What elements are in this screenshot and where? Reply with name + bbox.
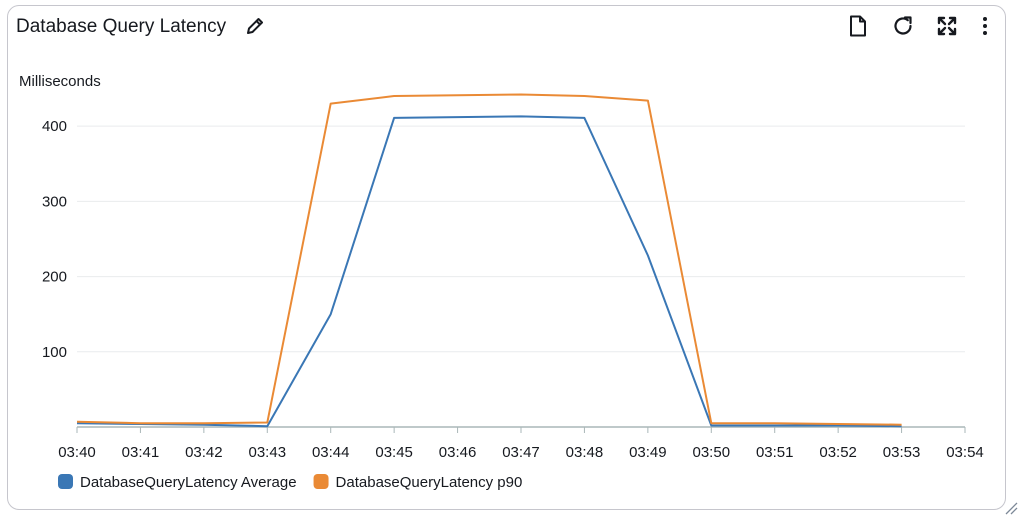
- legend-swatch-p90[interactable]: [313, 474, 329, 489]
- more-vertical-icon[interactable]: [973, 14, 997, 38]
- y-tick-label: 400: [42, 118, 67, 135]
- x-tick-label: 03:51: [756, 444, 794, 461]
- y-axis-unit-label: Milliseconds: [19, 73, 101, 90]
- x-tick-label: 03:44: [312, 444, 350, 461]
- x-tick-label: 03:42: [185, 444, 223, 461]
- x-tick-label: 03:50: [693, 444, 731, 461]
- x-tick-label: 03:43: [249, 444, 287, 461]
- file-icon[interactable]: [846, 14, 870, 38]
- y-tick-label: 200: [42, 269, 67, 286]
- widget-title: Database Query Latency: [16, 16, 227, 37]
- legend-swatch-average[interactable]: [58, 474, 73, 489]
- series-line-p90: [76, 93, 902, 426]
- x-tick-label: 03:40: [58, 444, 96, 461]
- refresh-icon[interactable]: [891, 14, 915, 38]
- series-line-average: [76, 115, 902, 428]
- x-tick-label: 03:48: [566, 444, 604, 461]
- y-tick-label: 100: [42, 344, 67, 361]
- x-tick-label: 03:47: [502, 444, 540, 461]
- expand-icon[interactable]: [935, 14, 959, 38]
- x-tick-label: 03:46: [439, 444, 477, 461]
- x-tick-label: 03:53: [883, 444, 921, 461]
- x-tick-label: 03:54: [946, 444, 984, 461]
- resize-grip-icon[interactable]: [1004, 501, 1018, 515]
- y-tick-label: 300: [42, 193, 67, 210]
- x-tick-label: 03:41: [122, 444, 160, 461]
- legend-label-p90[interactable]: DatabaseQueryLatency p90: [336, 474, 523, 491]
- legend-label-average[interactable]: DatabaseQueryLatency Average: [80, 474, 297, 491]
- x-tick-label: 03:52: [819, 444, 857, 461]
- x-tick-label: 03:49: [629, 444, 667, 461]
- x-tick-label: 03:45: [375, 444, 413, 461]
- edit-icon[interactable]: [244, 15, 266, 37]
